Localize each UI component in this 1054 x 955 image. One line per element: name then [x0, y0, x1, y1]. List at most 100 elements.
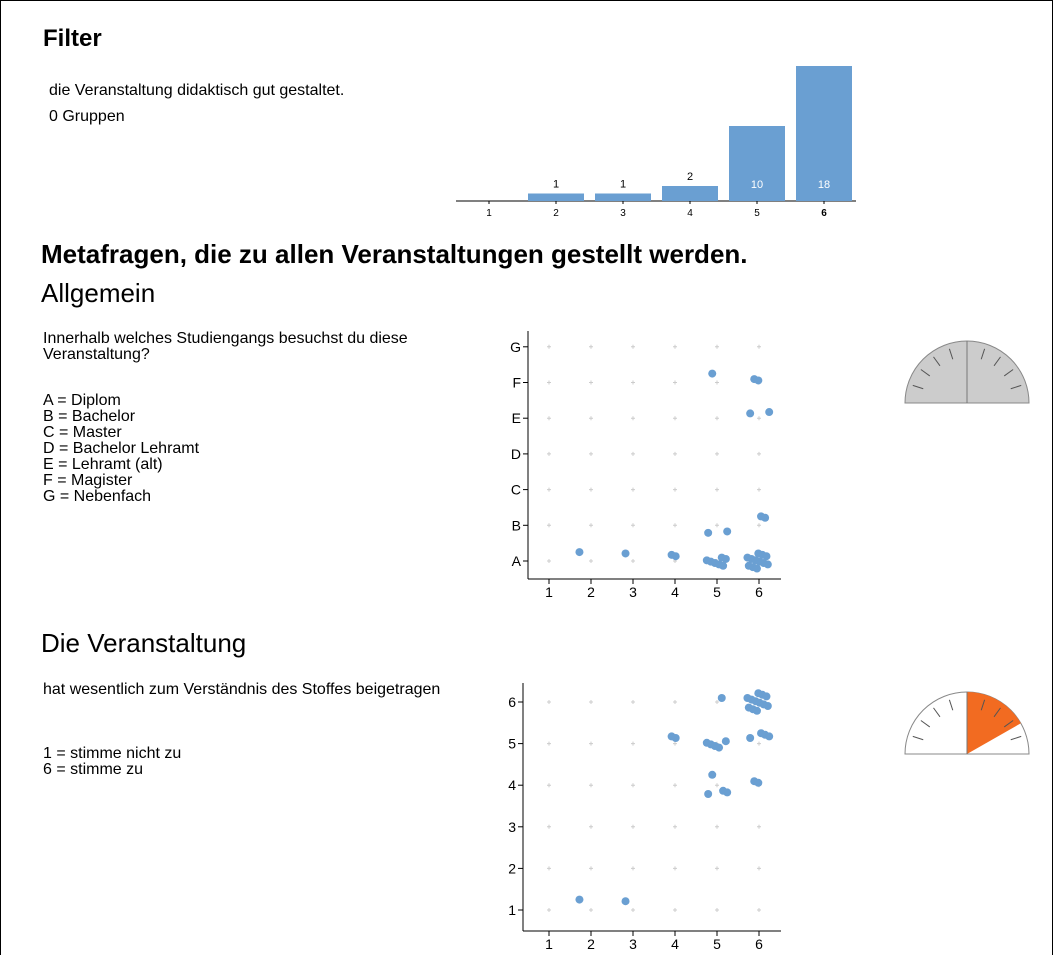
legend-entry: F = Magister: [43, 472, 133, 489]
grid-cross: [547, 523, 551, 528]
grid-cross: [673, 866, 677, 871]
x-tick-label: 5: [713, 584, 721, 600]
x-tick-label: 4: [671, 936, 679, 952]
grid-cross: [673, 380, 677, 385]
x-tick-label: 4: [687, 208, 693, 219]
x-tick-label: 3: [629, 936, 637, 952]
grid-cross: [673, 908, 677, 912]
gauge-tick: [920, 720, 931, 728]
grid-cross: [631, 700, 635, 704]
grid-cross: [547, 487, 551, 492]
grid-cross: [631, 380, 635, 385]
grid-cross: [631, 783, 635, 788]
grid-cross: [673, 487, 677, 492]
grid-cross: [589, 451, 593, 456]
point: [704, 528, 713, 537]
x-tick-label: 6: [755, 936, 763, 952]
grid-cross: [715, 380, 719, 385]
grid-cross: [631, 866, 635, 871]
grid-cross: [631, 451, 635, 456]
gauge-tick: [1010, 384, 1022, 390]
point: [671, 552, 680, 561]
grid-cross: [547, 700, 551, 704]
grid-cross: [757, 416, 761, 421]
question: Innerhalb welches Studiengangs besuchst …: [43, 330, 408, 363]
x-tick-label: 5: [713, 936, 721, 952]
grid-cross: [757, 908, 761, 912]
grid-cross: [547, 380, 551, 385]
gauge-tick: [933, 707, 941, 718]
grid-cross: [547, 866, 551, 871]
grid-cross: [715, 908, 719, 912]
x-tick-label: 2: [587, 936, 595, 952]
grid-cross: [757, 523, 761, 528]
grid-cross: [631, 908, 635, 912]
heading: Metafragen, die zu allen Veranstaltungen…: [41, 239, 748, 269]
grid-cross: [589, 866, 593, 871]
grid-cross: [715, 451, 719, 456]
legend-entry: G = Nebenfach: [43, 488, 152, 505]
grid-cross: [631, 741, 635, 746]
grid-cross: [673, 344, 677, 349]
grid-cross: [673, 416, 677, 421]
point: [721, 737, 730, 746]
point: [708, 369, 717, 378]
bar-value: 2: [687, 171, 693, 183]
y-tick-label: 5: [508, 736, 516, 752]
legend-entry: D = Bachelor Lehramt: [43, 440, 200, 457]
grid-cross: [673, 741, 677, 746]
point: [761, 513, 770, 522]
point: [717, 694, 726, 702]
grid-cross: [757, 451, 761, 456]
point: [721, 554, 730, 563]
legend-entry: 6 = stimme zu: [43, 761, 144, 778]
point: [575, 895, 584, 904]
grid-cross: [631, 344, 635, 349]
grid-cross: [673, 523, 677, 528]
grid-cross: [589, 487, 593, 492]
point: [752, 706, 761, 715]
grid-cross: [589, 344, 593, 349]
gauge-tick: [948, 348, 954, 360]
bar: [528, 193, 584, 201]
grid-cross: [547, 824, 551, 829]
grid-cross: [631, 416, 635, 421]
point: [704, 790, 713, 798]
grid-cross: [757, 741, 761, 746]
point: [762, 692, 771, 701]
point: [754, 778, 763, 787]
point: [763, 560, 772, 569]
grid-cross: [715, 523, 719, 528]
legend-entry: E = Lehramt (alt): [43, 456, 163, 473]
legend-entry: A = Diplom: [43, 392, 121, 409]
gauge-value: [967, 692, 1021, 754]
legend-entry: B = Bachelor: [43, 408, 136, 425]
point: [765, 408, 774, 417]
bar-value: 1: [620, 179, 626, 191]
point: [575, 548, 584, 557]
x-tick-label: 3: [620, 208, 626, 219]
grid-cross: [715, 487, 719, 492]
point: [762, 552, 771, 561]
point: [763, 702, 772, 710]
grid-cross: [673, 783, 677, 788]
y-tick-label: D: [511, 446, 521, 462]
grid-cross: [547, 741, 551, 746]
point: [621, 897, 630, 906]
grid-cross: [631, 824, 635, 829]
grid-cross: [547, 783, 551, 788]
y-tick-label: 1: [508, 902, 516, 918]
gauge-tick: [1003, 720, 1014, 728]
grid-cross: [673, 700, 677, 704]
gauge-tick: [980, 699, 986, 711]
grid-cross: [715, 700, 719, 704]
point: [746, 734, 755, 742]
y-tick-label: E: [512, 410, 521, 426]
gauge-tick: [993, 707, 1001, 718]
grid-cross: [547, 559, 551, 563]
grid-cross: [589, 908, 593, 912]
point: [719, 561, 728, 570]
y-tick-label: A: [512, 553, 522, 569]
